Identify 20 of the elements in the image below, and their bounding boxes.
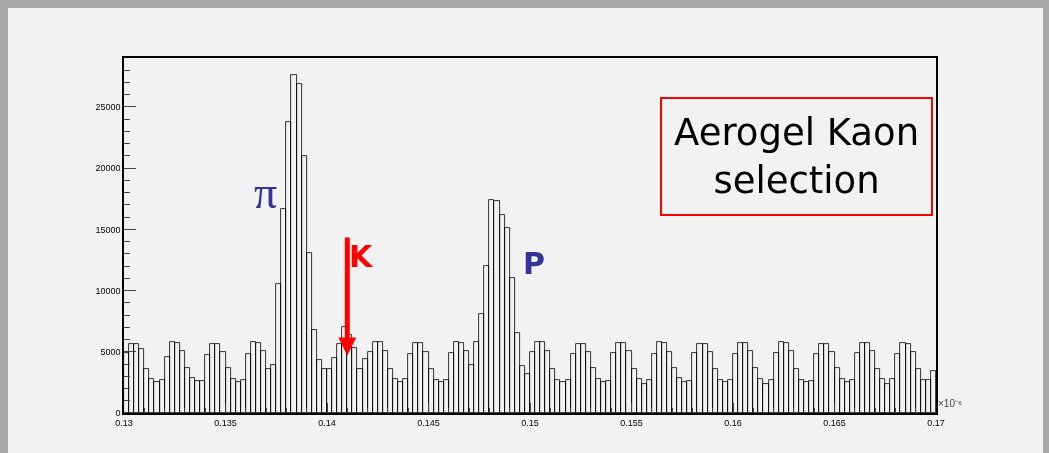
x-tick-label: 0.145 bbox=[417, 417, 440, 428]
y-tick-label: 15000 bbox=[95, 224, 121, 235]
y-tick-label: 20000 bbox=[95, 163, 121, 174]
annotation: P bbox=[523, 246, 545, 281]
x-tick-label: 0.135 bbox=[214, 417, 237, 428]
x-tick-label: 0.15 bbox=[521, 417, 539, 428]
x-tick-label: 0.17 bbox=[927, 417, 945, 428]
x-tick-label: 0.14 bbox=[318, 417, 336, 428]
y-tick-label: 5000 bbox=[100, 346, 121, 357]
x-tick-label: 0.13 bbox=[115, 417, 133, 428]
text: ×10⁻⁶ bbox=[938, 398, 963, 409]
x-tick-label: 0.16 bbox=[724, 417, 742, 428]
x-tick-label: 0.165 bbox=[823, 417, 846, 428]
annotation: Aerogel Kaon selection bbox=[674, 111, 920, 203]
annotation: π bbox=[254, 167, 278, 218]
y-tick-label: 25000 bbox=[95, 102, 121, 113]
y-tick-label: 10000 bbox=[95, 285, 121, 296]
y-tick-label: 0 bbox=[115, 408, 121, 419]
annotation: K bbox=[349, 239, 374, 274]
x-tick-label: 0.155 bbox=[620, 417, 643, 428]
